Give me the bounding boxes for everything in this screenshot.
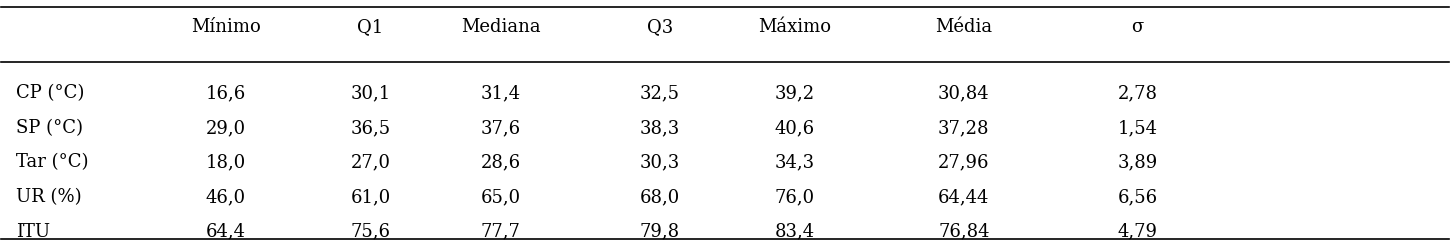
Text: 3,89: 3,89 [1118,153,1157,171]
Text: 39,2: 39,2 [774,84,815,102]
Text: 30,1: 30,1 [351,84,390,102]
Text: UR (%): UR (%) [16,188,81,206]
Text: 76,84: 76,84 [938,223,989,240]
Text: 75,6: 75,6 [351,223,390,240]
Text: 29,0: 29,0 [206,119,245,137]
Text: CP (°C): CP (°C) [16,84,84,102]
Text: 76,0: 76,0 [774,188,815,206]
Text: 32,5: 32,5 [639,84,680,102]
Text: 31,4: 31,4 [480,84,521,102]
Text: 79,8: 79,8 [639,223,680,240]
Text: 77,7: 77,7 [481,223,521,240]
Text: 6,56: 6,56 [1118,188,1157,206]
Text: Máximo: Máximo [758,18,831,36]
Text: 40,6: 40,6 [774,119,815,137]
Text: 36,5: 36,5 [351,119,390,137]
Text: 16,6: 16,6 [206,84,246,102]
Text: SP (°C): SP (°C) [16,119,83,137]
Text: 4,79: 4,79 [1118,223,1157,240]
Text: 64,4: 64,4 [206,223,245,240]
Text: Tar (°C): Tar (°C) [16,153,88,171]
Text: 83,4: 83,4 [774,223,815,240]
Text: 2,78: 2,78 [1118,84,1157,102]
Text: 1,54: 1,54 [1118,119,1157,137]
Text: Mínimo: Mínimo [191,18,261,36]
Text: Q1: Q1 [357,18,384,36]
Text: Mediana: Mediana [461,18,541,36]
Text: Q3: Q3 [647,18,673,36]
Text: 37,28: 37,28 [938,119,989,137]
Text: 28,6: 28,6 [480,153,521,171]
Text: 46,0: 46,0 [206,188,245,206]
Text: 18,0: 18,0 [206,153,246,171]
Text: 30,84: 30,84 [938,84,989,102]
Text: σ: σ [1131,18,1144,36]
Text: Média: Média [935,18,992,36]
Text: 30,3: 30,3 [639,153,680,171]
Text: ITU: ITU [16,223,49,240]
Text: 38,3: 38,3 [639,119,680,137]
Text: 61,0: 61,0 [351,188,390,206]
Text: 64,44: 64,44 [938,188,989,206]
Text: 65,0: 65,0 [480,188,521,206]
Text: 34,3: 34,3 [774,153,815,171]
Text: 27,0: 27,0 [351,153,390,171]
Text: 37,6: 37,6 [480,119,521,137]
Text: 68,0: 68,0 [639,188,680,206]
Text: 27,96: 27,96 [938,153,989,171]
